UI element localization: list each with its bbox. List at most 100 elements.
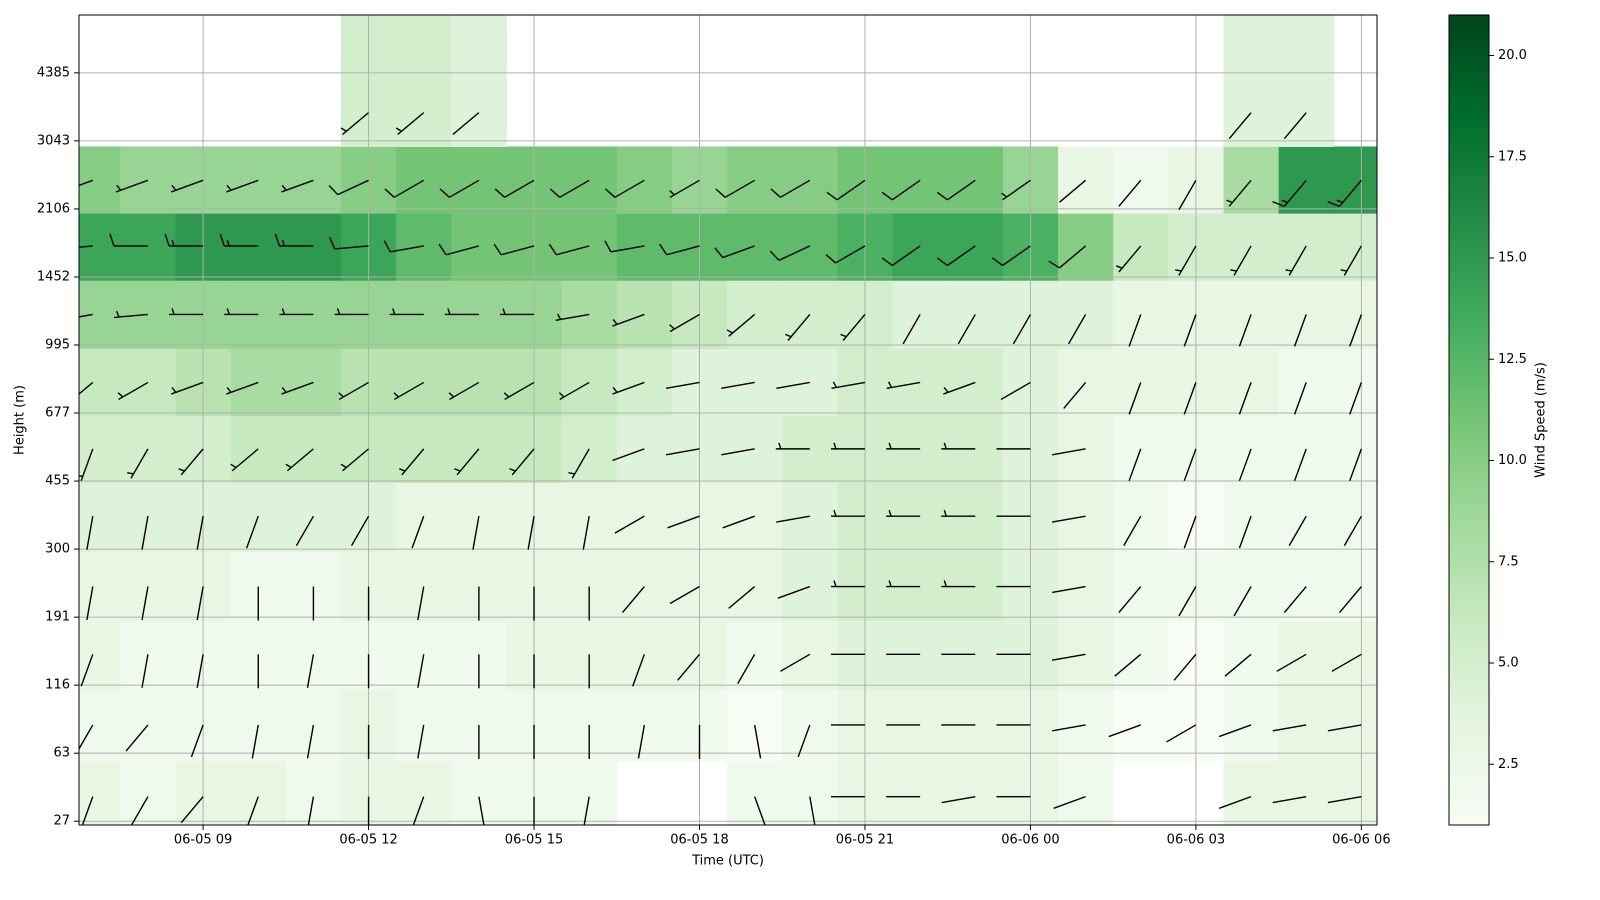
heat-cell [727, 280, 783, 349]
wind-barb [1218, 724, 1252, 738]
wind-barb [251, 724, 259, 759]
heat-cell [892, 348, 949, 417]
heat-cell [1223, 15, 1280, 147]
wind-barb [79, 313, 93, 318]
y-tick-label: 3043 [37, 133, 70, 148]
heat-cell [947, 280, 1004, 349]
wind-barb [340, 448, 370, 472]
heatmap [79, 15, 1377, 825]
wind-barb [886, 442, 921, 450]
wind-barb [1238, 515, 1252, 549]
wind-barb [398, 448, 425, 476]
wind-barb [754, 796, 766, 825]
wind-barb [439, 179, 480, 198]
wind-barb [632, 654, 646, 687]
wind-barb [226, 381, 259, 395]
y-tick-label: 27 [53, 814, 70, 829]
wind-barb [86, 516, 94, 550]
wind-barb [785, 314, 811, 341]
wind-barb [141, 654, 149, 688]
wind-barb [1238, 448, 1252, 482]
wind-barb [726, 313, 756, 337]
wind-barb [721, 448, 755, 456]
heat-cell [451, 15, 507, 147]
x-tick-label: 06-06 00 [1001, 833, 1059, 848]
wind-barb [503, 381, 535, 401]
colorbar-tick-label: 2.5 [1498, 757, 1519, 772]
wind-barb [1178, 586, 1197, 617]
y-tick-label: 4385 [37, 65, 70, 80]
y-tick-label: 63 [53, 746, 70, 761]
wind-barb [164, 233, 204, 247]
wind-barb [338, 381, 369, 401]
wind-barb [667, 515, 700, 529]
heat-cell [230, 760, 287, 825]
heat-cell [1333, 280, 1377, 349]
colorbar-tick-label: 15.0 [1498, 251, 1527, 266]
wind-barb [665, 381, 700, 390]
heat-cell [947, 213, 1004, 281]
wind-barb [1063, 381, 1087, 409]
heat-cell [79, 551, 121, 621]
wind-barb [130, 796, 149, 825]
heat-cell [451, 146, 507, 214]
wind-barb [612, 381, 645, 395]
wind-barb [412, 796, 425, 825]
wind-barb [548, 243, 590, 256]
x-tick-label: 06-05 12 [339, 833, 397, 848]
wind-barb [1118, 586, 1142, 614]
wind-barb [776, 515, 810, 523]
heat-cell [727, 213, 783, 281]
heat-cell [285, 348, 342, 417]
heat-cell [79, 689, 121, 762]
wind-barb [886, 580, 921, 588]
heat-cell [1223, 689, 1280, 762]
heat-cell [616, 348, 673, 417]
wind-barb [1293, 382, 1307, 415]
heat-cell [396, 551, 452, 621]
wind-barb [169, 308, 204, 316]
wind-barb [1283, 586, 1307, 614]
wind-barb [81, 796, 94, 825]
wind-barb [180, 796, 204, 824]
heat-cell [79, 482, 121, 552]
colorbar-label: Wind Speed (m/s) [1534, 362, 1549, 478]
wind-barb [549, 179, 590, 198]
wind-barb [1293, 448, 1307, 482]
wind-barb [1123, 515, 1142, 546]
heat-cell [1278, 689, 1335, 762]
wind-barb [830, 509, 865, 517]
wind-barb [715, 179, 756, 198]
heat-cell [892, 760, 949, 825]
heat-cell [1113, 689, 1169, 762]
heat-cell [285, 213, 342, 281]
wind-barb [1048, 245, 1087, 269]
wind-barb [941, 509, 976, 517]
wind-barb [224, 308, 259, 316]
wind-barb [417, 586, 425, 621]
heat-cell [561, 760, 618, 825]
wind-barb [170, 179, 204, 193]
wind-barb [1228, 112, 1252, 140]
wind-barb [797, 724, 811, 758]
heat-cell [1058, 482, 1114, 552]
wind-barb [612, 313, 645, 327]
wind-barb [1343, 515, 1362, 546]
wind-barb [1183, 314, 1197, 347]
wind-barb [393, 381, 425, 401]
wind-barb [1183, 448, 1197, 482]
wind-barb [170, 381, 204, 395]
wind-barb [1115, 245, 1142, 273]
heat-cell [396, 348, 452, 417]
wind-barb [728, 585, 756, 609]
wind-barb [1272, 179, 1307, 208]
heat-cell [616, 213, 673, 281]
heat-cell [947, 760, 1004, 825]
heat-cell [1223, 348, 1280, 417]
wind-barb [279, 308, 314, 316]
wind-barb [1224, 653, 1252, 677]
heat-cell [1223, 213, 1280, 281]
wind-barb [1118, 179, 1142, 207]
heat-cell [561, 146, 618, 214]
colorbar-tick-label: 17.5 [1498, 149, 1527, 164]
